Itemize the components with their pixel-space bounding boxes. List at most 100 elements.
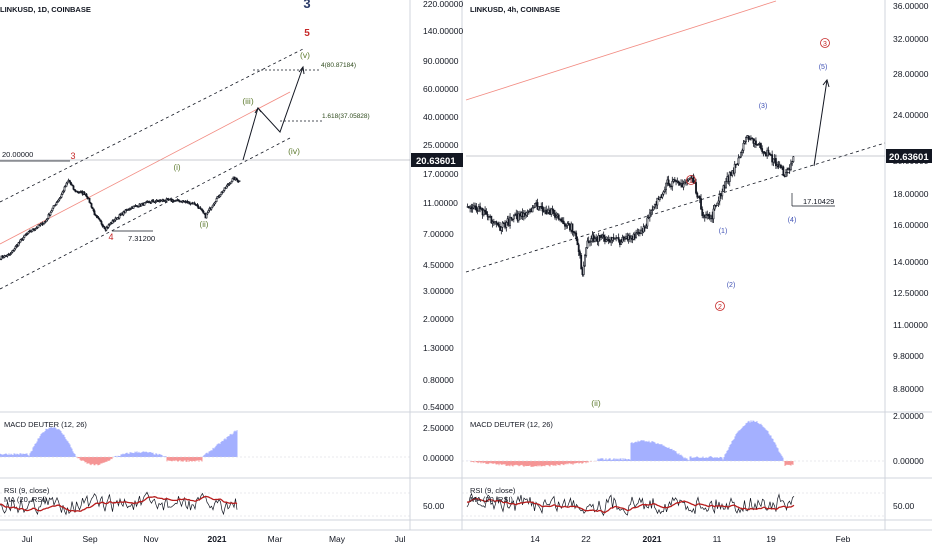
- candle-body: [222, 190, 225, 193]
- candle-body: [156, 199, 159, 202]
- candle-body: [201, 209, 204, 212]
- candle-body: [695, 182, 697, 194]
- candle-body: [550, 208, 553, 215]
- candle-body: [90, 203, 93, 208]
- candle-body: [527, 210, 530, 213]
- candle-body: [594, 238, 596, 242]
- candle-body: [37, 224, 40, 228]
- candle-body: [23, 234, 26, 238]
- wave-4-red-label: 4: [108, 232, 113, 242]
- candle-body: [751, 137, 754, 140]
- candle-body: [215, 198, 218, 203]
- candle-body: [762, 151, 765, 153]
- candle-body: [663, 189, 666, 192]
- candle-body: [566, 223, 569, 226]
- candle-body: [514, 214, 516, 217]
- candle-body: [30, 230, 33, 233]
- right-y-tick-label: 11.00000: [893, 320, 928, 330]
- left-y-tick-label: 1.30000: [423, 343, 454, 353]
- candle-body: [705, 214, 707, 218]
- candle-body: [510, 216, 513, 220]
- candle-body: [188, 201, 191, 205]
- candle-body: [177, 199, 180, 202]
- right-y-tick-label: 28.00000: [893, 69, 929, 79]
- left-y-tick-label: 11.00000: [423, 198, 458, 208]
- candle-body: [721, 191, 724, 197]
- wave-circ-1-label: 1: [689, 178, 693, 185]
- candle-body: [55, 202, 58, 206]
- candle-body: [582, 265, 585, 275]
- candle-body: [740, 152, 742, 158]
- right-macd-tick: 2.00000: [893, 411, 924, 421]
- candle-body: [718, 194, 721, 202]
- left-y-tick-label: 4.50000: [423, 260, 454, 270]
- candle-body: [585, 247, 588, 256]
- candle-body: [10, 252, 13, 255]
- candle-body: [42, 223, 45, 226]
- right-trend-line: [465, 142, 886, 273]
- candle-body: [220, 191, 223, 195]
- candle-body: [768, 152, 771, 156]
- candle-body: [682, 183, 685, 188]
- candle-body: [93, 210, 96, 216]
- candle-body: [148, 201, 151, 203]
- left-macd-bars: [0, 426, 238, 466]
- candle-body: [646, 217, 649, 227]
- fib-ext-1618-label: 1.618(37.05828): [322, 113, 370, 120]
- rsi-ma-line: [466, 497, 795, 514]
- candle-body: [683, 181, 686, 185]
- candle-body: [501, 222, 504, 228]
- candle-body: [597, 235, 600, 242]
- candle-body: [607, 239, 610, 242]
- candle-body: [599, 235, 601, 238]
- left-y-tick-label: 3.00000: [423, 286, 454, 296]
- wave-ii-label: (ii): [200, 220, 209, 229]
- candle-body: [784, 172, 787, 177]
- candle-body: [193, 202, 196, 205]
- left-rsi-label: RSI (9, close): [4, 486, 50, 495]
- candle-body: [495, 221, 498, 224]
- candle-body: [36, 226, 39, 229]
- rsi-ma-line: [0, 495, 238, 513]
- candle-body: [202, 210, 205, 214]
- candle-body: [687, 178, 690, 181]
- candle-body: [47, 214, 50, 219]
- candle-body: [604, 236, 606, 242]
- candle-body: [490, 215, 493, 224]
- candle-body: [755, 140, 757, 145]
- candle-body: [236, 179, 239, 182]
- candle-body: [658, 196, 661, 200]
- candle-body: [60, 194, 63, 198]
- candle-body: [61, 191, 64, 195]
- candle-body: [213, 202, 216, 205]
- candle-body: [502, 222, 505, 225]
- candle-body: [225, 185, 228, 189]
- candle-body: [19, 239, 22, 243]
- candle-body: [779, 164, 782, 168]
- candle-body: [486, 213, 489, 217]
- candle-body: [129, 208, 132, 210]
- candle-body: [661, 193, 664, 198]
- rsi-line: [466, 492, 795, 517]
- candle-body: [223, 187, 226, 191]
- candle-body: [199, 207, 202, 210]
- candle-body: [667, 179, 670, 185]
- candle-body: [605, 239, 608, 242]
- candle-body: [52, 205, 55, 209]
- left-x-tick-label: Mar: [268, 534, 283, 544]
- candle-body: [742, 142, 745, 151]
- candle-body: [648, 212, 651, 218]
- right-price-badge: [886, 149, 932, 163]
- candle-body: [537, 206, 540, 210]
- candle-body: [567, 223, 570, 225]
- candle-body: [716, 202, 719, 206]
- right-y-tick-label: 14.00000: [893, 257, 929, 267]
- left-y-tick-label: 220.00000: [423, 0, 463, 9]
- candle-body: [101, 223, 104, 227]
- right-y-tick-label: 16.00000: [893, 220, 929, 230]
- candle-body: [525, 212, 528, 216]
- candle-body: [733, 163, 736, 174]
- candle-body: [164, 200, 167, 202]
- candle-body: [497, 224, 500, 227]
